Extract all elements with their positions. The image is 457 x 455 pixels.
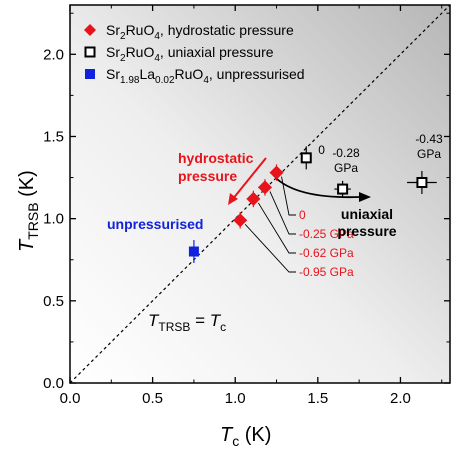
- point-label-hydrostatic: -0.25 GPa: [299, 227, 354, 241]
- leader-line: [269, 191, 296, 235]
- legend-label-unpressurised: Sr1.98La0.02RuO4, unpressurised: [106, 66, 305, 86]
- point-label-hydrostatic: -0.62 GPa: [299, 246, 354, 260]
- uniaxial-arrow: [276, 178, 371, 202]
- legend-marker-hydrostatic: [84, 24, 96, 36]
- annotation-unpressurised: unpressurised: [107, 216, 203, 232]
- x-tick-label: 0.5: [142, 390, 163, 407]
- data-point-hydrostatic: [246, 191, 261, 206]
- point-label-hydrostatic: 0: [299, 208, 306, 222]
- y-axis-title: TTRSB (K): [16, 170, 41, 252]
- point-label-uniaxial: -0.28 GPa: [332, 146, 360, 175]
- data-point-hydrostatic: [233, 213, 248, 228]
- series-1: [300, 146, 437, 198]
- point-label-uniaxial: -0.43 GPa: [415, 132, 443, 161]
- x-axis-title: Tc (K): [220, 424, 271, 449]
- x-tick-label: 1.5: [307, 390, 328, 407]
- series-2: [188, 240, 199, 264]
- y-tick-label: 0.5: [43, 293, 64, 310]
- y-tick-label: 1.0: [43, 211, 64, 228]
- y-tick-label: 1.5: [43, 128, 64, 145]
- y-tick-label: 0.0: [43, 375, 64, 392]
- legend-marker-unpressurised: [85, 69, 95, 79]
- legend-label-hydrostatic: Sr2RuO4, hydrostatic pressure: [106, 22, 294, 42]
- diagonal-label: TTRSB = Tc: [148, 311, 226, 334]
- data-point-hydrostatic: [269, 165, 284, 180]
- data-point-uniaxial: [416, 176, 428, 188]
- diagonal-line: [69, 4, 451, 384]
- point-label-hydrostatic: -0.95 GPa: [299, 265, 354, 279]
- x-tick-label: 2.0: [390, 390, 411, 407]
- hydrostatic-arrow: [228, 157, 267, 205]
- leader-line: [281, 176, 296, 216]
- legend: Sr2RuO4, hydrostatic pressure Sr2RuO4, u…: [84, 22, 305, 86]
- series-0: [233, 164, 284, 229]
- legend-marker-uniaxial: [84, 46, 96, 58]
- data-point-unpressurised: [188, 246, 199, 257]
- axes-frame: [69, 4, 451, 384]
- point-label-uniaxial: 0: [318, 143, 325, 157]
- annotation-hydrostatic: hydrostatic pressure: [178, 150, 254, 184]
- y-tick-label: 2.0: [43, 46, 64, 63]
- annotation-uniaxial: uniaxial pressure: [337, 206, 396, 239]
- data-point-hydrostatic: [257, 180, 272, 195]
- leader-line: [258, 202, 296, 254]
- leader-line: [244, 223, 296, 273]
- legend-label-uniaxial: Sr2RuO4, uniaxial pressure: [106, 44, 274, 64]
- x-tick-label: 1.0: [225, 390, 246, 407]
- data-point-uniaxial: [337, 183, 349, 195]
- data-point-uniaxial: [300, 152, 312, 164]
- x-tick-label: 0.0: [60, 390, 81, 407]
